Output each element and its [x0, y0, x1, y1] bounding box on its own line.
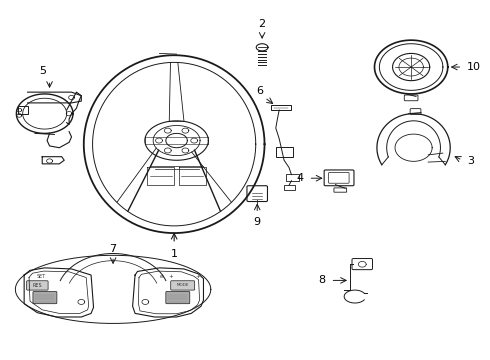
Text: 1: 1: [171, 249, 178, 259]
Text: 10: 10: [467, 62, 481, 72]
Text: +: +: [195, 274, 200, 279]
FancyBboxPatch shape: [26, 281, 48, 290]
Text: SET: SET: [36, 274, 46, 279]
Text: 8: 8: [318, 275, 326, 285]
FancyBboxPatch shape: [171, 281, 195, 290]
Text: 2: 2: [259, 19, 266, 30]
FancyBboxPatch shape: [33, 292, 57, 304]
FancyBboxPatch shape: [166, 292, 190, 304]
Text: et: et: [159, 274, 165, 279]
Text: 4: 4: [296, 173, 304, 183]
Text: 7: 7: [109, 243, 117, 253]
Text: MODE: MODE: [177, 283, 189, 287]
Text: 6: 6: [256, 86, 263, 96]
Text: 9: 9: [254, 217, 261, 227]
Text: RES: RES: [32, 283, 42, 288]
Text: +: +: [169, 274, 173, 279]
Text: 5: 5: [39, 66, 46, 76]
Text: -: -: [195, 303, 197, 309]
Text: 3: 3: [467, 156, 474, 166]
